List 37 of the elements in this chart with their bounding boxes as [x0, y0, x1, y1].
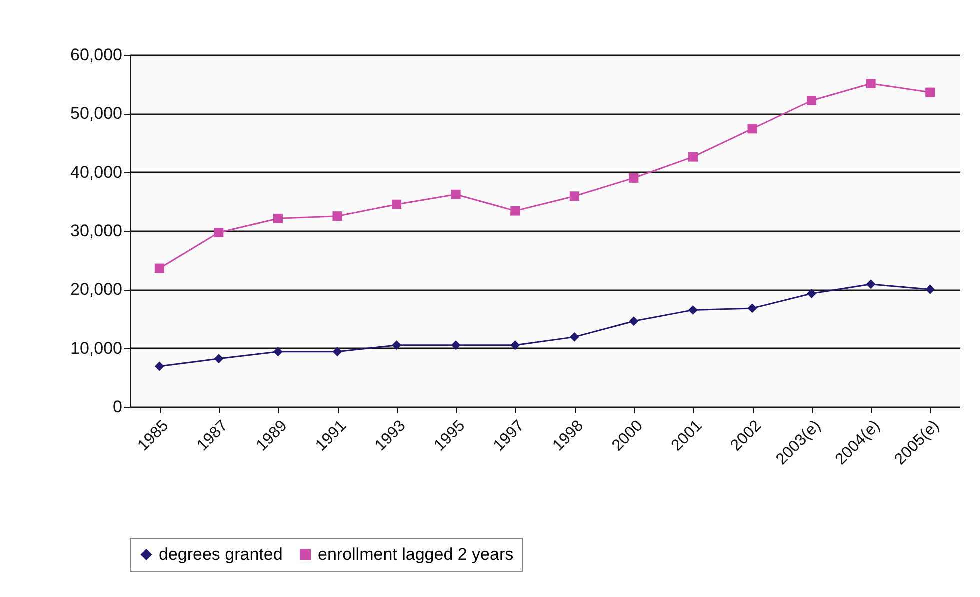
point	[214, 354, 224, 364]
point	[629, 173, 639, 183]
y-tick-label: 30,000	[70, 222, 122, 240]
legend-label: enrollment lagged 2 years	[318, 544, 514, 564]
point	[688, 305, 698, 315]
point	[807, 96, 817, 106]
point	[332, 212, 342, 222]
point	[688, 152, 698, 162]
legend-label: degrees granted	[159, 544, 283, 564]
point	[510, 340, 520, 350]
y-tick-label: 20,000	[70, 280, 122, 300]
point	[451, 190, 461, 200]
point	[451, 340, 461, 350]
y-tick-label: 40,000	[70, 162, 122, 182]
point	[570, 192, 580, 202]
y-tick-label: 50,000	[70, 104, 122, 124]
point	[629, 316, 639, 326]
point	[392, 200, 402, 210]
point	[154, 362, 164, 372]
point	[807, 289, 817, 299]
point	[392, 340, 402, 350]
point	[154, 264, 164, 274]
y-tick-label: 0	[113, 398, 122, 416]
point	[748, 124, 758, 134]
point	[926, 284, 936, 294]
point	[510, 206, 520, 216]
point	[570, 332, 580, 342]
point	[332, 347, 342, 357]
y-tick-label: 60,000	[70, 46, 122, 64]
point	[273, 347, 283, 357]
point	[926, 88, 936, 98]
point	[214, 228, 224, 238]
point	[866, 280, 876, 290]
point	[866, 79, 876, 88]
y-tick-label: 10,000	[70, 338, 122, 358]
point	[273, 214, 283, 224]
point	[748, 304, 758, 314]
